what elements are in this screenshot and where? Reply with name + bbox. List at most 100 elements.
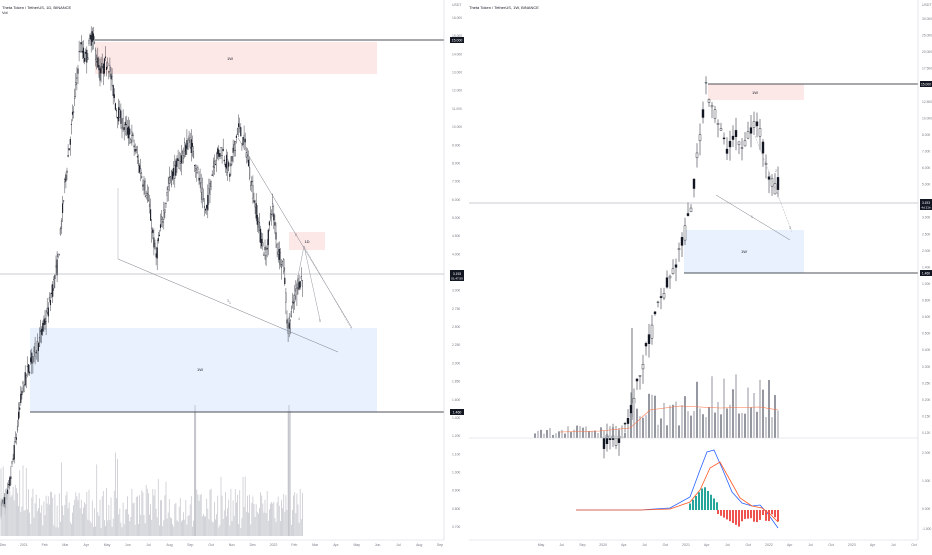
left-volume-bar xyxy=(239,490,241,536)
left-volume-bar xyxy=(255,504,257,536)
left-candle-body xyxy=(30,357,32,362)
macd-hist-negative xyxy=(735,510,737,525)
left-volume-bar xyxy=(251,502,253,536)
left-volume-bar xyxy=(209,489,211,536)
left-candle-body xyxy=(151,228,153,233)
left-volume-bar xyxy=(205,516,206,536)
left-candle-body xyxy=(129,128,131,135)
left-volume-bar xyxy=(215,519,216,536)
left-candle-body xyxy=(198,177,200,181)
left-candle-body xyxy=(88,40,90,44)
left-candle-body xyxy=(13,445,15,460)
right-volume-bar xyxy=(687,411,689,438)
left-volume-bar xyxy=(218,527,220,536)
left-candle-body xyxy=(181,151,184,154)
right-price-tick: 0.200 xyxy=(922,398,930,402)
left-volume-bar xyxy=(77,500,79,536)
left-volume-bar xyxy=(99,499,101,536)
left-volume-bar xyxy=(74,499,76,536)
left-volume-bar xyxy=(137,496,138,536)
left-volume-bar xyxy=(138,523,139,536)
right-volume-bar xyxy=(729,404,731,438)
left-volume-bar xyxy=(296,493,298,536)
left-candle-body xyxy=(75,82,77,86)
right-osc-tick: 0.000 xyxy=(922,507,930,511)
right-candles xyxy=(602,76,780,459)
right-volume-bar xyxy=(747,387,749,438)
left-candle-body xyxy=(60,220,63,229)
left-time-tick: Nov xyxy=(229,543,235,547)
macd-hist-negative xyxy=(726,510,728,520)
right-price-tick: 1.000 xyxy=(922,282,930,286)
right-volume-bar xyxy=(771,417,773,438)
left-candle-body xyxy=(276,244,278,248)
left-candle-body xyxy=(255,203,257,219)
left-candle-body xyxy=(199,178,201,184)
right-time-tick: Apr xyxy=(870,543,876,547)
left-volume-bar xyxy=(124,509,126,536)
right-volume-bar xyxy=(618,430,620,438)
right-candle-body xyxy=(719,128,723,131)
left-candle-body xyxy=(170,170,173,185)
left-supply-zone-label: 1W xyxy=(227,56,233,61)
left-candle-body xyxy=(134,149,136,152)
left-candle-body xyxy=(284,277,286,285)
left-demand-zone-label: 1W xyxy=(197,367,203,372)
left-wave-label: 1 xyxy=(229,301,231,305)
left-candle-body xyxy=(156,247,158,259)
right-upper-level-badge xyxy=(920,81,932,87)
left-candle-body xyxy=(81,50,83,53)
left-candle-body xyxy=(65,174,67,182)
right-candle-body xyxy=(758,128,762,137)
right-price-tick: 1.400 xyxy=(922,265,930,269)
left-candle-body xyxy=(213,160,215,168)
right-wave-label: 3 xyxy=(789,226,791,230)
right-supply-zone xyxy=(708,84,804,100)
right-time-tick: Oct xyxy=(663,543,668,547)
left-candle-body xyxy=(78,51,80,53)
left-volume-bar xyxy=(30,523,32,536)
left-volume-bar xyxy=(60,521,61,536)
left-candle-body xyxy=(301,280,303,287)
left-candle-body xyxy=(256,214,258,225)
right-legend: Theta Token / TetherUS, 1W, BINANCE xyxy=(469,5,539,10)
left-candle-body xyxy=(40,330,42,332)
left-volume-bar xyxy=(22,465,24,536)
right-candle-body xyxy=(722,137,726,140)
left-candle-body xyxy=(287,324,289,334)
right-volume-bar xyxy=(765,417,767,438)
left-volume-bar xyxy=(130,516,132,536)
left-volume-bar xyxy=(93,527,94,536)
right-volume-bar xyxy=(777,410,779,438)
left-legend: Theta Token / TetherUS, 1D, BINANCE Vol xyxy=(2,5,71,15)
left-candle-body xyxy=(38,337,41,347)
macd-hist-negative xyxy=(738,510,740,527)
left-candle-body xyxy=(71,111,74,115)
left-price-tick: 10.000 xyxy=(452,125,462,129)
left-volume-bar xyxy=(175,502,177,536)
left-candle-body xyxy=(62,203,64,213)
left-volume-bar xyxy=(123,524,125,536)
left-candle-body xyxy=(51,292,53,295)
macd-hist-negative xyxy=(756,510,758,523)
left-candle-body xyxy=(23,385,25,392)
left-volume-bar xyxy=(148,493,149,536)
left-candle-body xyxy=(53,279,55,289)
macd-hist-negative xyxy=(771,510,773,515)
left-volume-bar xyxy=(258,513,259,536)
left-volume-bar xyxy=(182,519,183,536)
left-volume-bar xyxy=(192,526,193,536)
right-candle-body xyxy=(755,121,759,127)
left-candle-body xyxy=(93,42,96,44)
left-candle-body xyxy=(195,168,197,171)
right-time-tick: Oct xyxy=(745,543,750,547)
left-candle-body xyxy=(202,198,204,200)
left-price-tick: 6.000 xyxy=(452,198,460,202)
right-price-tick: 0.300 xyxy=(922,365,930,369)
right-time-tick: Oct xyxy=(911,543,916,547)
right-volume-bar xyxy=(714,412,716,438)
left-time-tick: Dec xyxy=(250,543,256,547)
left-volume-bar xyxy=(80,499,82,536)
